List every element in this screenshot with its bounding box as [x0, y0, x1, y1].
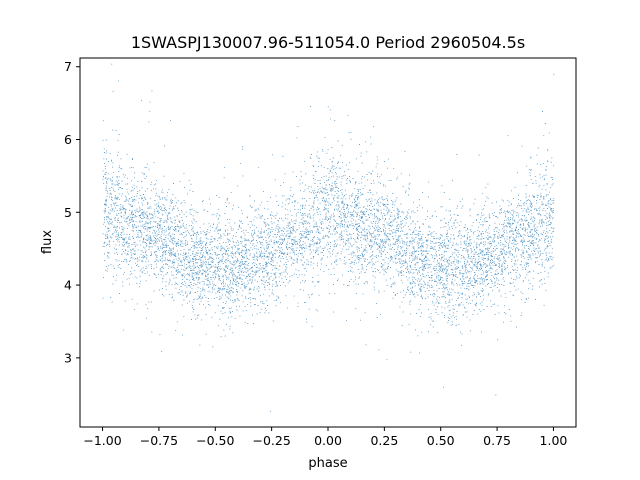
- y-tick-label: 4: [64, 278, 72, 293]
- x-tick-label: 0.00: [314, 433, 342, 448]
- x-tick-label: −0.75: [140, 433, 178, 448]
- x-tick-label: −0.25: [252, 433, 290, 448]
- y-axis: 3 4 5 6 7: [64, 59, 80, 365]
- y-tick-label: 3: [64, 350, 72, 365]
- chart-title: 1SWASPJ130007.96-511054.0 Period 2960504…: [131, 33, 525, 52]
- x-tick-label: −1.00: [83, 433, 121, 448]
- x-axis-label: phase: [308, 456, 347, 471]
- data-points: [102, 63, 555, 412]
- y-tick-label: 6: [64, 132, 72, 147]
- y-tick-label: 7: [64, 59, 72, 74]
- x-axis: −1.00 −0.75 −0.50 −0.25 0.00 0.25 0.50 0.75 1.00: [83, 427, 567, 448]
- y-tick-label: 5: [64, 205, 72, 220]
- scatter-points: [102, 63, 555, 412]
- x-tick-label: 1.00: [540, 433, 568, 448]
- y-axis-label: flux: [40, 230, 55, 254]
- x-tick-label: −0.50: [196, 433, 234, 448]
- x-tick-label: 0.25: [370, 433, 398, 448]
- x-tick-label: 0.75: [483, 433, 511, 448]
- x-tick-label: 0.50: [427, 433, 455, 448]
